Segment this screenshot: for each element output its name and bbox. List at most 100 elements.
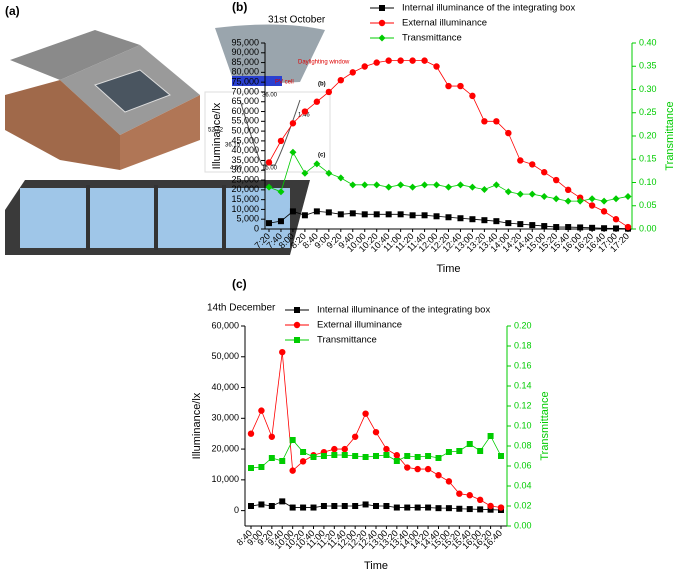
point [378, 19, 386, 27]
point [279, 498, 286, 505]
point [504, 188, 512, 196]
y-tick-label: 50,000 [211, 351, 239, 361]
y2-tick-label: 0.00 [514, 520, 532, 530]
y-tick-label: 60,000 [231, 106, 259, 116]
point [469, 92, 476, 100]
y-tick-label: 60,000 [211, 320, 239, 330]
point [373, 211, 380, 218]
point [487, 433, 494, 439]
dimension: 1.46 [298, 113, 310, 119]
point [341, 503, 348, 509]
point [393, 452, 401, 459]
point [445, 82, 452, 90]
inset-label: (b) [318, 82, 326, 88]
point [277, 137, 285, 145]
point [341, 445, 348, 453]
point [466, 492, 473, 499]
point [528, 190, 536, 198]
point [361, 211, 368, 218]
point [337, 174, 345, 182]
point [331, 503, 338, 509]
point [337, 211, 344, 218]
point [577, 224, 584, 231]
y2-tick-label: 0.14 [514, 380, 532, 390]
point [457, 215, 464, 222]
dimension: 36.15 [225, 143, 241, 149]
point [505, 129, 512, 137]
point [409, 212, 416, 219]
point [337, 77, 344, 84]
point [373, 181, 381, 189]
point [289, 208, 296, 215]
point [466, 506, 473, 513]
y-tick-label: 0 [254, 223, 259, 233]
legend-label: External illuminance [317, 320, 402, 331]
point [383, 445, 390, 453]
point [362, 410, 369, 417]
point [435, 505, 442, 512]
point [393, 458, 400, 464]
y2-tick-label: 0.04 [514, 480, 532, 490]
point [397, 211, 404, 218]
point [397, 57, 404, 64]
point [362, 501, 369, 508]
point [589, 224, 596, 231]
point [279, 458, 286, 464]
y-tick-label: 95,000 [231, 37, 259, 47]
point [383, 503, 390, 509]
point [409, 183, 417, 191]
point [541, 223, 548, 230]
x-axis-label: Time [364, 560, 388, 569]
point [433, 63, 440, 70]
y2-tick-label: 0.06 [514, 460, 532, 470]
y-tick-label: 80,000 [231, 67, 259, 77]
point [301, 108, 309, 115]
point [349, 69, 356, 76]
point [349, 181, 357, 189]
point [268, 503, 275, 509]
point [385, 211, 392, 218]
point [435, 472, 442, 479]
y-tick-label: 30,000 [211, 413, 239, 423]
point [553, 224, 560, 231]
point [258, 501, 265, 508]
y-tick-label: 30,000 [231, 165, 259, 175]
point [456, 490, 463, 497]
y2-tick-label: 0.25 [639, 107, 657, 117]
inset-label: (c) [318, 153, 325, 159]
y2-tick-label: 0.20 [514, 320, 532, 330]
point [456, 448, 463, 454]
point [404, 504, 411, 511]
y-tick-label: 40,000 [231, 145, 259, 155]
point [517, 221, 524, 228]
point [331, 452, 338, 458]
point [325, 169, 333, 177]
dimension: 36.00 [262, 93, 278, 99]
y2-axis-label: Transmittance [539, 391, 551, 460]
point [277, 218, 284, 225]
panel-a: (a) Daylighting window PV cell (b) 36.00… [0, 4, 350, 255]
point [493, 218, 500, 225]
point [361, 181, 369, 189]
point [445, 478, 453, 485]
y-tick-label: 20,000 [231, 184, 259, 194]
y2-tick-label: 0.15 [639, 154, 657, 164]
y2-tick-label: 0.12 [514, 400, 532, 410]
point [378, 34, 386, 42]
y2-tick-label: 0.16 [514, 360, 532, 370]
point [624, 192, 632, 200]
collector [215, 24, 325, 86]
point [320, 503, 327, 509]
point [293, 321, 301, 329]
point [601, 225, 608, 232]
point [289, 504, 296, 511]
point [300, 449, 307, 455]
y2-tick-label: 0.35 [639, 61, 657, 71]
point [289, 467, 296, 474]
point [294, 307, 300, 313]
point [487, 502, 494, 510]
y-axis-label: Illuminance/lx [211, 102, 223, 169]
point [481, 118, 488, 125]
point [540, 192, 548, 200]
point [588, 202, 596, 209]
